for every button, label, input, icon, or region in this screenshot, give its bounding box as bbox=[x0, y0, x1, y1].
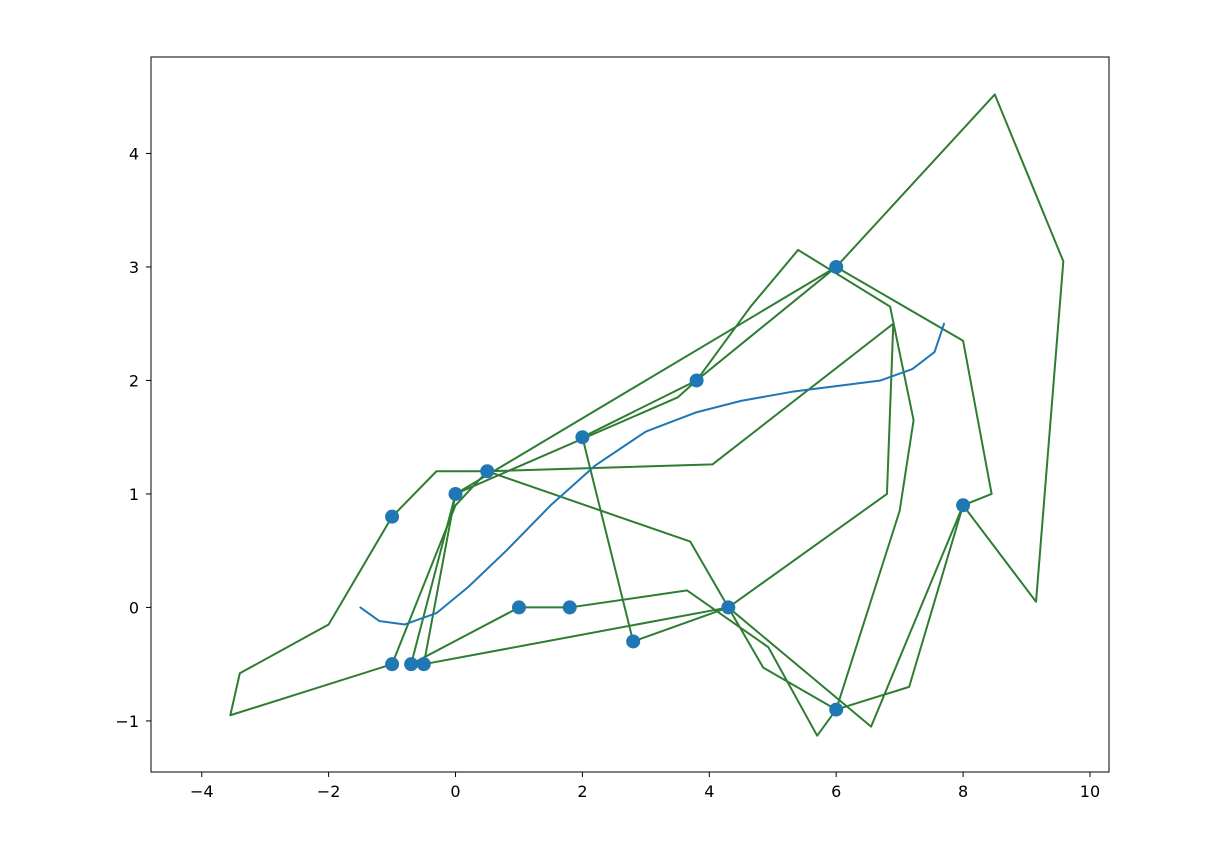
x-tick-label: 6 bbox=[831, 782, 841, 801]
scatter-point bbox=[404, 657, 418, 671]
y-axis: −1 0 1 2 3 4 bbox=[115, 144, 151, 730]
scatter-point bbox=[690, 373, 704, 387]
x-tick-label: 4 bbox=[704, 782, 714, 801]
chart-svg: −4 −2 0 2 4 6 8 10 −1 0 1 2 3 4 bbox=[0, 0, 1210, 856]
scatter-point bbox=[721, 600, 735, 614]
scatter-point bbox=[829, 703, 843, 717]
y-tick-label: 3 bbox=[129, 258, 139, 277]
scatter-point bbox=[385, 657, 399, 671]
y-tick-label: 0 bbox=[129, 598, 139, 617]
scatter-point bbox=[417, 657, 431, 671]
scatter-point bbox=[480, 464, 494, 478]
x-tick-label: −4 bbox=[190, 782, 214, 801]
scatter-point bbox=[512, 600, 526, 614]
x-axis: −4 −2 0 2 4 6 8 10 bbox=[190, 772, 1100, 801]
x-tick-label: 0 bbox=[450, 782, 460, 801]
x-tick-label: 10 bbox=[1080, 782, 1100, 801]
scatter-point bbox=[575, 430, 589, 444]
y-tick-label: 2 bbox=[129, 371, 139, 390]
x-tick-label: 2 bbox=[577, 782, 587, 801]
scatter-point bbox=[956, 498, 970, 512]
y-tick-label: −1 bbox=[115, 712, 139, 731]
scatter-point bbox=[449, 487, 463, 501]
scatter-point bbox=[563, 600, 577, 614]
chart-container: −4 −2 0 2 4 6 8 10 −1 0 1 2 3 4 bbox=[0, 0, 1210, 856]
y-tick-label: 4 bbox=[129, 144, 139, 163]
y-tick-label: 1 bbox=[129, 485, 139, 504]
scatter-point bbox=[626, 634, 640, 648]
x-tick-label: −2 bbox=[317, 782, 341, 801]
x-tick-label: 8 bbox=[958, 782, 968, 801]
scatter-point bbox=[385, 510, 399, 524]
scatter-point bbox=[829, 260, 843, 274]
